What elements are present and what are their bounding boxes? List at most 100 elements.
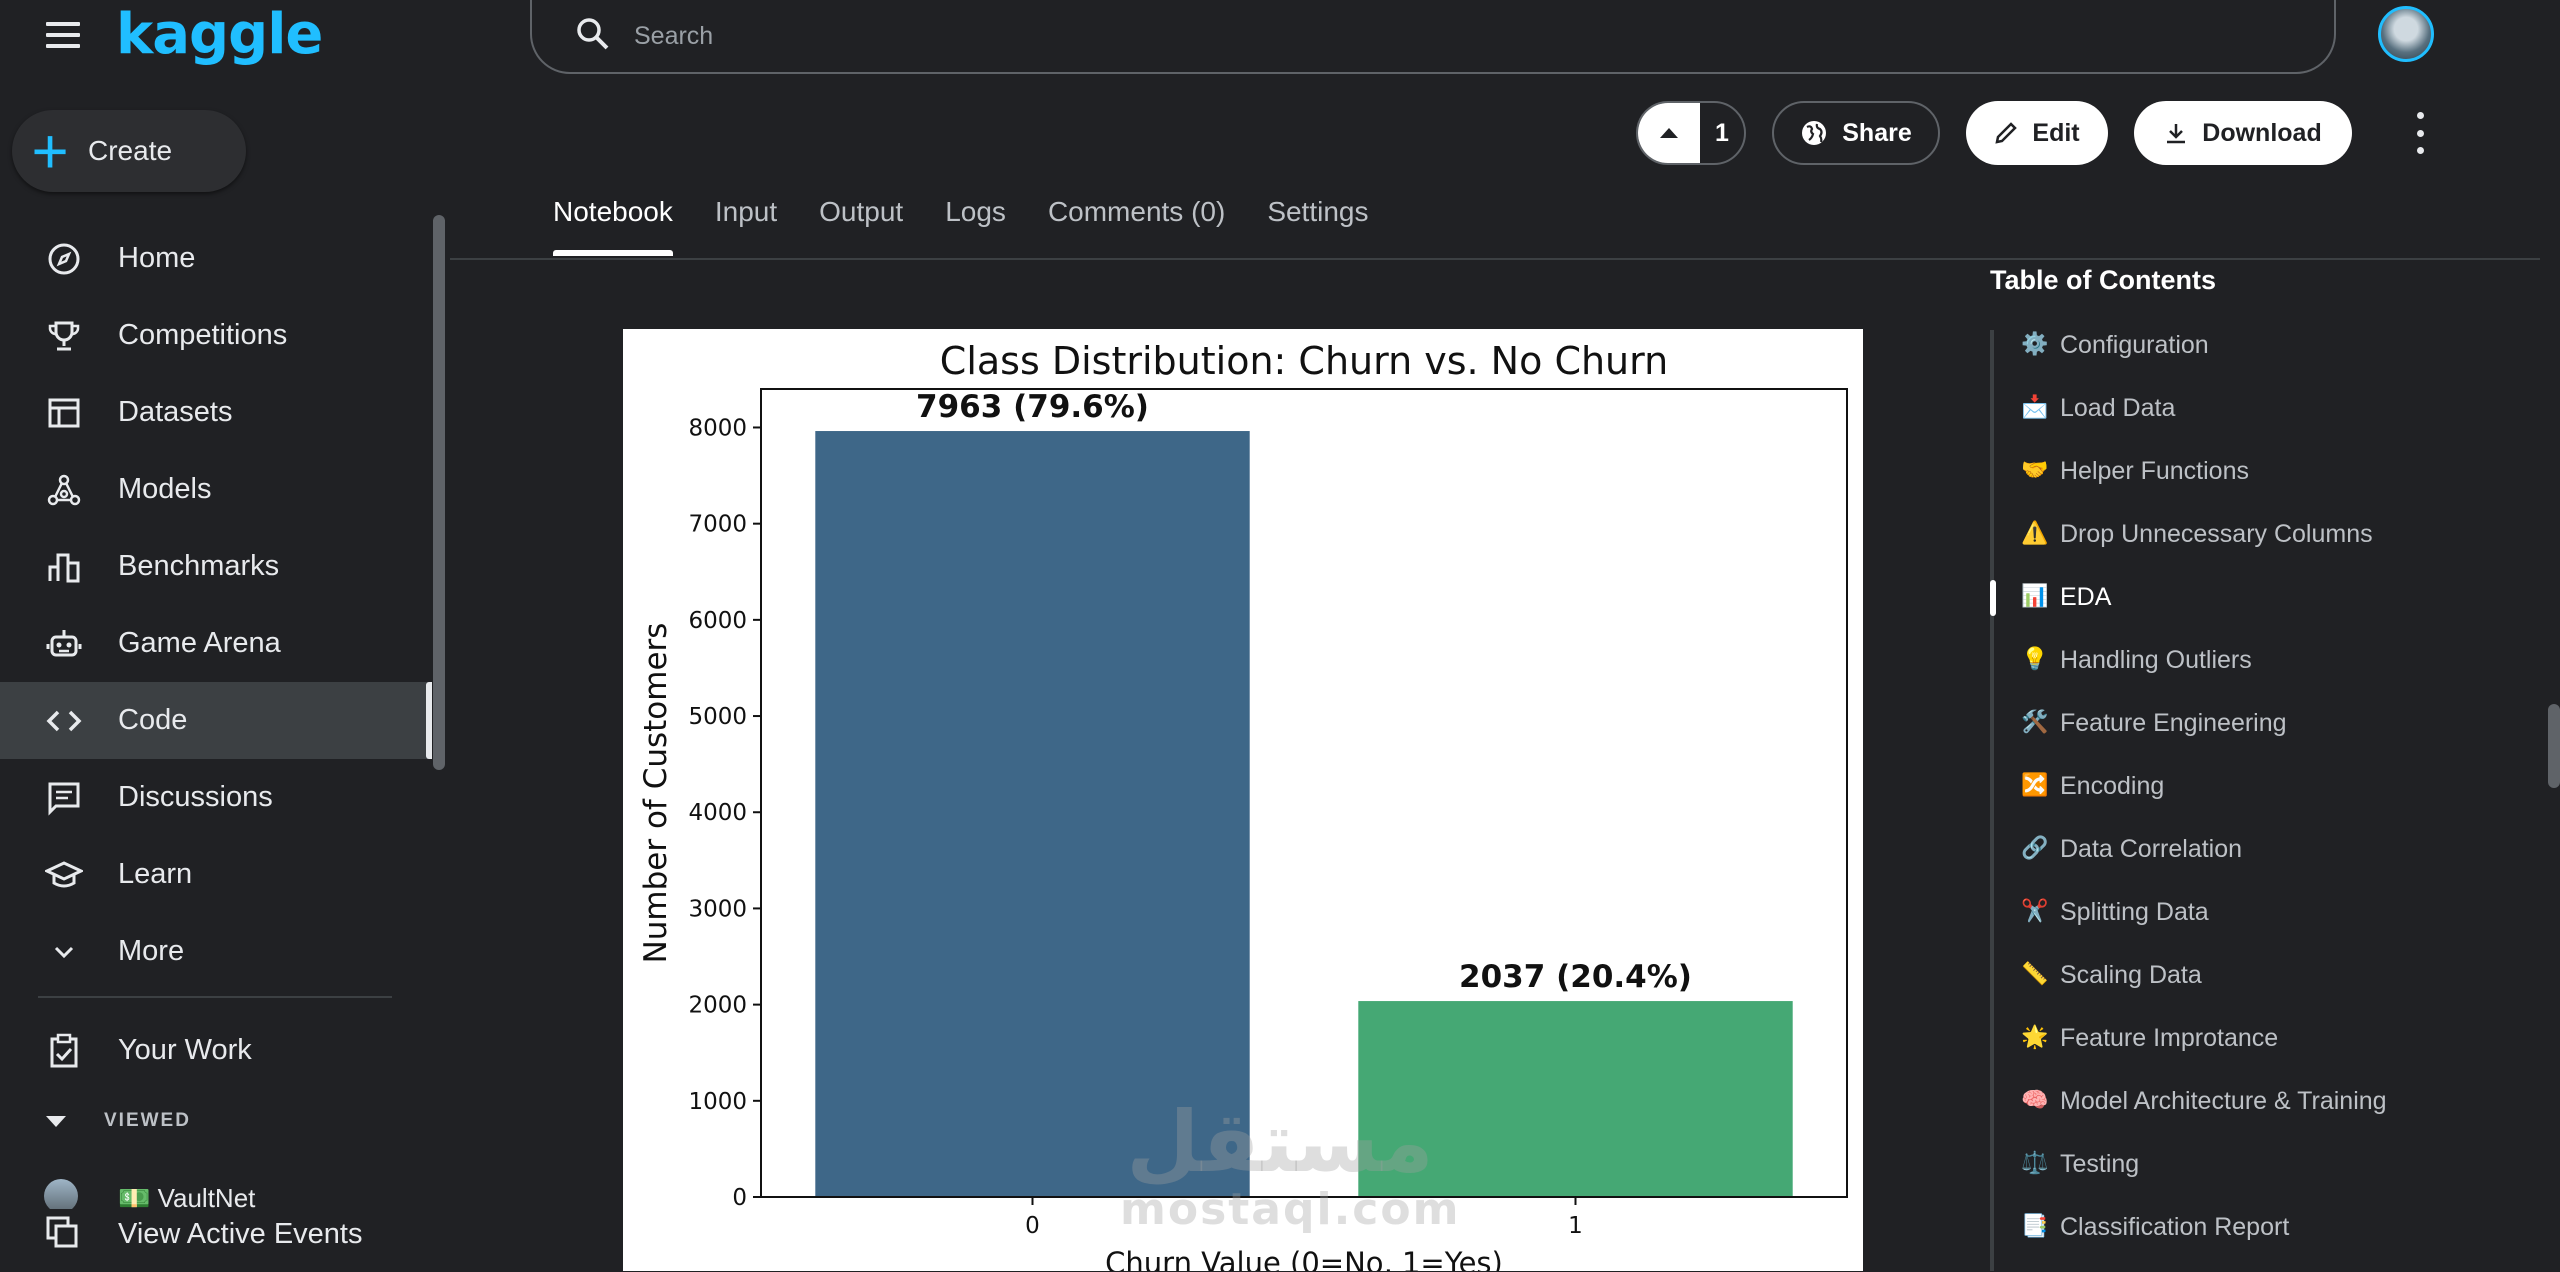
y-tick-label: 6000 <box>688 608 747 634</box>
view-active-events-button[interactable]: View Active Events <box>0 1207 362 1261</box>
hamburger-menu-icon[interactable] <box>46 22 80 50</box>
bar-0 <box>815 431 1250 1197</box>
toc-item-label: Testing <box>2060 1150 2140 1178</box>
toc-item-model-architecture-training[interactable]: 🧠 Model Architecture & Training <box>2021 1083 2387 1146</box>
share-button[interactable]: Share <box>1772 101 1940 165</box>
toc-item-encoding[interactable]: 🔀 Encoding <box>2021 768 2387 831</box>
avatar[interactable] <box>2378 6 2434 62</box>
data-label-0: 7963 (79.6%) <box>916 389 1149 425</box>
globe-icon <box>1800 119 1828 147</box>
plot-frame <box>760 388 1848 1198</box>
search-icon <box>576 17 610 56</box>
y-tick-label: 0 <box>732 1185 747 1211</box>
toc-emoji-icon: 📩 <box>2021 394 2049 420</box>
viewed-item-vaultnet[interactable]: 💵 VaultNet <box>44 1175 404 1209</box>
tab-notebook[interactable]: Notebook <box>553 196 673 258</box>
sidebar-divider <box>38 996 392 998</box>
caret-down-icon <box>46 1115 66 1127</box>
toc-item-label: Data Correlation <box>2060 835 2243 863</box>
robot-icon <box>44 624 84 664</box>
toc-item-label: EDA <box>2060 583 2112 611</box>
toc-item-handling-outliers[interactable]: 💡 Handling Outliers <box>2021 642 2387 705</box>
toc-item-label: Drop Unnecessary Columns <box>2060 520 2373 548</box>
toc-emoji-icon: 📏 <box>2021 961 2049 987</box>
x-tick-label-0: 0 <box>1025 1213 1040 1239</box>
download-label: Download <box>2202 118 2322 147</box>
toc-item-feature-engineering[interactable]: 🛠️ Feature Engineering <box>2021 705 2387 768</box>
toc-item-testing[interactable]: ⚖️ Testing <box>2021 1146 2387 1209</box>
viewed-section-toggle[interactable]: VIEWED <box>46 1110 191 1132</box>
sidebar-item-models[interactable]: Models <box>0 451 430 528</box>
toc-item-feature-improtance[interactable]: 🌟 Feature Improtance <box>2021 1020 2387 1083</box>
tab-output[interactable]: Output <box>819 196 904 227</box>
sidebar: kaggle + Create Home Competitions Datase… <box>0 0 450 1271</box>
tab-logs[interactable]: Logs <box>945 196 1006 227</box>
tab-comments[interactable]: Comments (0) <box>1047 196 1226 227</box>
toc-item-data-correlation[interactable]: 🔗 Data Correlation <box>2021 831 2387 894</box>
page-scrollbar[interactable] <box>2548 704 2560 788</box>
tab-input[interactable]: Input <box>714 196 778 227</box>
toc-title: Table of Contents <box>1990 265 2216 295</box>
bar-chart-icon <box>44 547 84 587</box>
create-label: Create <box>88 135 173 166</box>
edit-button[interactable]: Edit <box>1966 101 2108 165</box>
toc-emoji-icon: 🧠 <box>2021 1087 2049 1113</box>
x-axis-label: Churn Value (0=No, 1=Yes) <box>1105 1246 1503 1271</box>
x-tick-label-1: 1 <box>1568 1213 1583 1239</box>
edit-label: Edit <box>2032 118 2080 147</box>
y-tick-label: 2000 <box>688 993 747 1019</box>
sidebar-item-home[interactable]: Home <box>0 220 430 297</box>
compass-icon <box>44 239 84 279</box>
search-bar[interactable] <box>530 0 2336 74</box>
toc-item-label: Model Architecture & Training <box>2060 1087 2387 1115</box>
sidebar-item-label: Home <box>118 242 196 274</box>
y-tick-label: 3000 <box>688 896 747 922</box>
sidebar-item-label: Models <box>118 473 212 505</box>
toc-item-classification-report[interactable]: 📑 Classification Report <box>2021 1209 2387 1272</box>
toc-item-label: Handling Outliers <box>2060 646 2252 674</box>
sidebar-item-your-work[interactable]: Your Work <box>0 1012 430 1089</box>
viewed-header: VIEWED <box>104 1110 191 1131</box>
sidebar-item-code[interactable]: Code <box>0 682 432 759</box>
toc-emoji-icon: ⚙️ <box>2021 331 2049 357</box>
sidebar-item-label: Learn <box>118 858 193 890</box>
sidebar-nav: Home Competitions Datasets Models Benchm… <box>0 220 432 990</box>
sidebar-item-more[interactable]: More <box>0 913 430 990</box>
graduation-cap-icon <box>44 855 84 895</box>
toc-item-helper-functions[interactable]: 🤝 Helper Functions <box>2021 453 2387 516</box>
sidebar-item-competitions[interactable]: Competitions <box>0 297 430 374</box>
trophy-icon <box>44 316 84 356</box>
chart-output: Class Distribution: Churn vs. No Churn 79… <box>623 329 1863 1271</box>
toc-item-label: Encoding <box>2060 772 2165 800</box>
toc-item-load-data[interactable]: 📩 Load Data <box>2021 390 2387 453</box>
toc-list: ⚙️ Configuration 📩 Load Data 🤝 Helper Functio… <box>2021 327 2387 1272</box>
upvote-button[interactable]: 1 <box>1636 101 1746 165</box>
bar-1 <box>1358 1001 1793 1197</box>
y-tick-label: 7000 <box>688 512 747 538</box>
sidebar-scrollbar[interactable] <box>433 215 445 770</box>
toc-item-drop-unnecessary-columns[interactable]: ⚠️ Drop Unnecessary Columns <box>2021 516 2387 579</box>
toc-item-eda[interactable]: 📊 EDA <box>2021 579 2387 642</box>
tabs-divider <box>450 258 2540 260</box>
tab-settings[interactable]: Settings <box>1267 196 1369 227</box>
sidebar-item-learn[interactable]: Learn <box>0 836 430 913</box>
toc-emoji-icon: 📊 <box>2021 583 2049 609</box>
sidebar-item-game-arena[interactable]: Game Arena <box>0 605 430 682</box>
toc-item-scaling-data[interactable]: 📏 Scaling Data <box>2021 957 2387 1020</box>
create-button[interactable]: + Create <box>12 110 246 192</box>
kaggle-logo[interactable]: kaggle <box>116 2 323 67</box>
sidebar-item-benchmarks[interactable]: Benchmarks <box>0 528 430 605</box>
sidebar-item-datasets[interactable]: Datasets <box>0 374 430 451</box>
churn-bar-chart: Class Distribution: Churn vs. No Churn 79… <box>623 329 1863 1271</box>
toc-emoji-icon: 📑 <box>2021 1213 2049 1239</box>
sidebar-item-discussions[interactable]: Discussions <box>0 759 430 836</box>
vote-count: 1 <box>1715 118 1729 147</box>
toc-item-splitting-data[interactable]: ✂️ Splitting Data <box>2021 894 2387 957</box>
search-input[interactable] <box>632 20 2236 52</box>
more-options-icon[interactable] <box>2410 112 2430 154</box>
table-icon <box>44 393 84 433</box>
download-button[interactable]: Download <box>2134 101 2352 165</box>
toc-emoji-icon: 💡 <box>2021 646 2049 672</box>
toc-item-configuration[interactable]: ⚙️ Configuration <box>2021 327 2387 390</box>
models-icon <box>44 470 84 510</box>
